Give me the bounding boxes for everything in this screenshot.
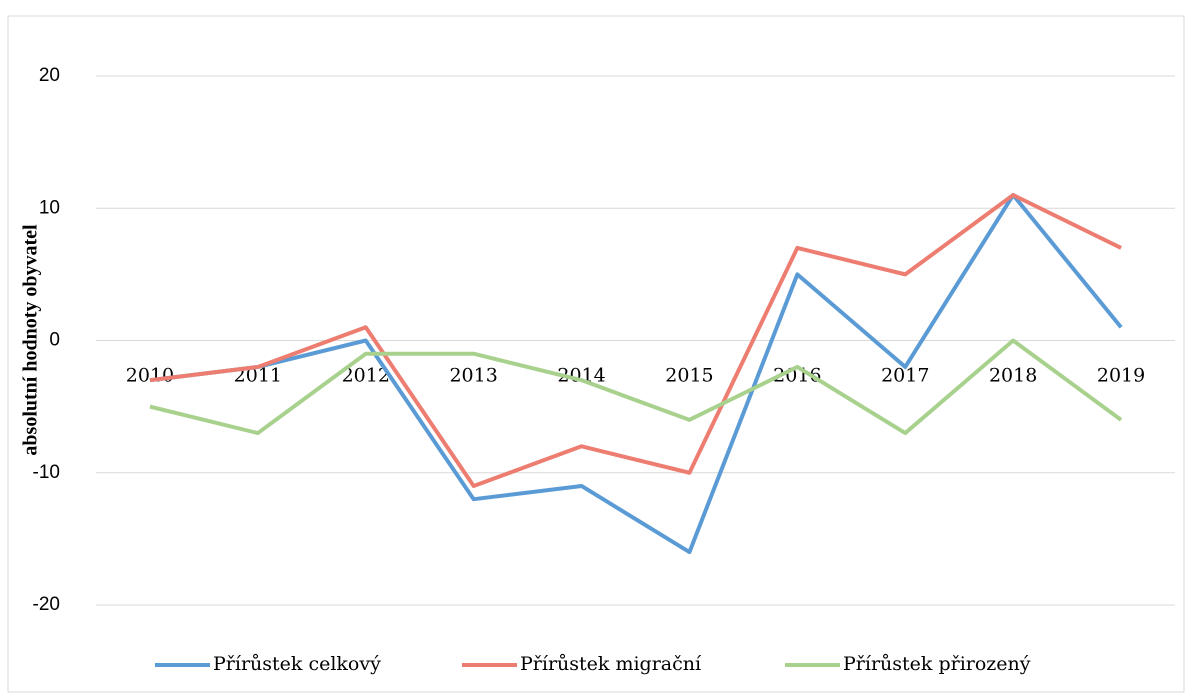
- x-tick-label: 2017: [881, 365, 929, 387]
- legend-label: Přírůstek celkový: [213, 653, 381, 675]
- series-line: [149, 193, 1123, 555]
- series-line: [149, 338, 1123, 436]
- x-tick-label: 2019: [1097, 365, 1145, 387]
- x-tick-label: 2016: [773, 365, 821, 387]
- x-tick-label: 2015: [665, 365, 713, 387]
- x-tick-label: 2018: [989, 365, 1037, 387]
- legend-label: Přírůstek migrační: [520, 653, 702, 675]
- x-tick-label: 2014: [557, 365, 605, 387]
- y-tick-label: 10: [39, 197, 60, 218]
- y-tick-label: 20: [39, 65, 60, 86]
- x-tick-label: 2012: [342, 365, 390, 387]
- x-tick-label: 2013: [449, 365, 497, 387]
- y-axis-title: absolutní hodnoty obyvatel: [20, 224, 42, 456]
- chart-border: [7, 15, 1185, 693]
- x-tick-label: 2010: [126, 365, 174, 387]
- legend-label: Přírůstek přirozený: [843, 653, 1031, 675]
- y-tick-label: 0: [49, 330, 60, 351]
- y-tick-label: -10: [33, 462, 60, 483]
- y-tick-label: -20: [33, 594, 60, 615]
- series-line: [149, 193, 1122, 488]
